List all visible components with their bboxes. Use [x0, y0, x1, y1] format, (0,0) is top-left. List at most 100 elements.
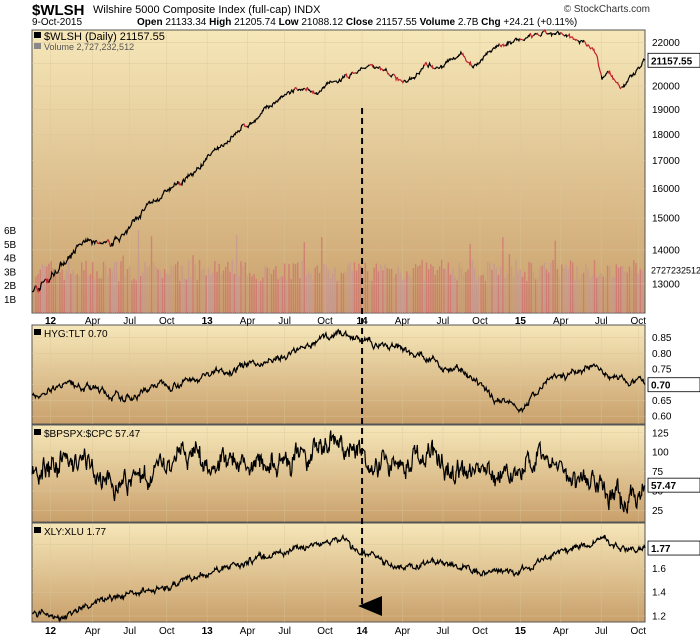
volume-bar	[469, 243, 471, 313]
price-line-segment	[444, 58, 449, 65]
stat-value: 21205.74	[234, 17, 276, 28]
price-line-segment	[86, 237, 91, 243]
volume-bar	[81, 262, 83, 313]
price-line-segment	[321, 85, 326, 90]
volume-bar	[268, 268, 271, 313]
price-line-segment	[38, 281, 43, 292]
volume-bar	[515, 259, 517, 313]
volume-bar	[454, 276, 456, 313]
volume-bar	[316, 265, 319, 313]
volume-bar	[146, 267, 148, 313]
volume-bar	[292, 263, 295, 313]
ratio-tick-label: 1.6	[652, 564, 666, 575]
volume-bar	[541, 265, 543, 313]
volume-bar	[207, 267, 209, 313]
chart-date: 9-Oct-2015	[32, 17, 83, 28]
x-axis-tick-label: Jul	[278, 626, 291, 637]
price-line-segment	[143, 202, 149, 211]
volume-bar	[153, 262, 155, 313]
volume-bar	[218, 263, 220, 313]
price-line-segment	[82, 237, 88, 243]
volume-bar	[345, 272, 347, 313]
volume-bar	[222, 270, 225, 313]
volume-bar	[438, 266, 441, 313]
price-line-segment	[536, 32, 541, 37]
volume-bar	[183, 278, 185, 313]
price-line-segment	[351, 71, 357, 75]
volume-bar	[157, 269, 159, 313]
symbol-title: $WLSH	[32, 2, 85, 19]
price-line-segment	[512, 37, 517, 43]
price-line-segment	[539, 30, 544, 37]
price-line-segment	[191, 170, 197, 178]
volume-bar	[303, 242, 305, 313]
price-line-segment	[72, 246, 77, 254]
price-line-segment	[454, 55, 459, 60]
x-axis-tick-label: Jul	[595, 316, 608, 327]
volume-bar	[54, 273, 57, 313]
x-axis-tick-label: Oct	[630, 626, 646, 637]
volume-bar	[517, 270, 519, 313]
volume-bar	[33, 281, 35, 313]
price-line-segment	[580, 39, 585, 44]
price-line-segment	[236, 130, 241, 134]
volume-bar	[229, 271, 231, 313]
volume-bar	[351, 271, 353, 313]
volume-bar	[622, 266, 624, 313]
volume-bar	[633, 260, 635, 313]
volume-bar	[283, 263, 286, 313]
volume-bar	[275, 265, 277, 313]
ratio-legend: XLY:XLU 1.77	[44, 527, 107, 538]
price-line-segment	[543, 28, 548, 35]
volume-bar	[578, 279, 580, 313]
x-axis-tick-label: 15	[515, 316, 527, 327]
price-line-segment	[167, 186, 173, 194]
stockcharts-credit[interactable]: © StockCharts.com	[563, 4, 650, 15]
volume-bar	[504, 277, 506, 313]
x-axis-tick-label: Jul	[437, 626, 450, 637]
x-axis-tick-label: Apr	[240, 626, 256, 637]
volume-bar	[286, 280, 288, 313]
volume-bar	[593, 260, 596, 313]
volume-bar	[50, 261, 52, 313]
volume-tick-label: 5B	[4, 240, 17, 251]
volume-bar	[386, 267, 388, 313]
volume-bar	[401, 280, 404, 313]
volume-bar	[641, 270, 644, 313]
price-line-segment	[314, 91, 319, 96]
volume-bar	[70, 273, 72, 313]
volume-bar	[78, 276, 81, 313]
volume-bar	[137, 230, 140, 313]
volume-bar	[196, 280, 199, 313]
volume-bar	[371, 280, 373, 313]
volume-bar	[118, 281, 120, 313]
volume-bar	[126, 269, 129, 313]
volume-bar	[582, 272, 585, 313]
price-line-segment	[150, 198, 155, 204]
volume-bar	[227, 261, 229, 313]
volume-bar	[539, 267, 541, 313]
volume-bar	[72, 270, 74, 313]
price-line-segment	[375, 65, 381, 69]
price-line-segment	[174, 181, 180, 186]
stat-value: 2.7B	[457, 17, 479, 28]
price-line-segment	[103, 240, 108, 244]
price-line-segment	[243, 123, 248, 128]
volume-bar	[547, 272, 550, 313]
price-line-segment	[133, 216, 139, 222]
price-line-segment	[604, 70, 609, 77]
price-line-segment	[181, 177, 186, 186]
volume-bar	[637, 273, 639, 313]
volume-bar	[148, 265, 151, 313]
volume-bar	[325, 265, 327, 313]
price-line-segment	[621, 83, 626, 88]
price-line-segment	[450, 56, 456, 61]
price-line-segment	[546, 32, 551, 35]
volume-bar	[67, 261, 70, 313]
price-line-segment	[495, 43, 500, 49]
volume-bar	[102, 261, 105, 313]
volume-bar	[624, 271, 626, 313]
volume-bar	[430, 264, 432, 313]
price-line-segment	[106, 239, 111, 247]
volume-bar	[264, 266, 266, 313]
